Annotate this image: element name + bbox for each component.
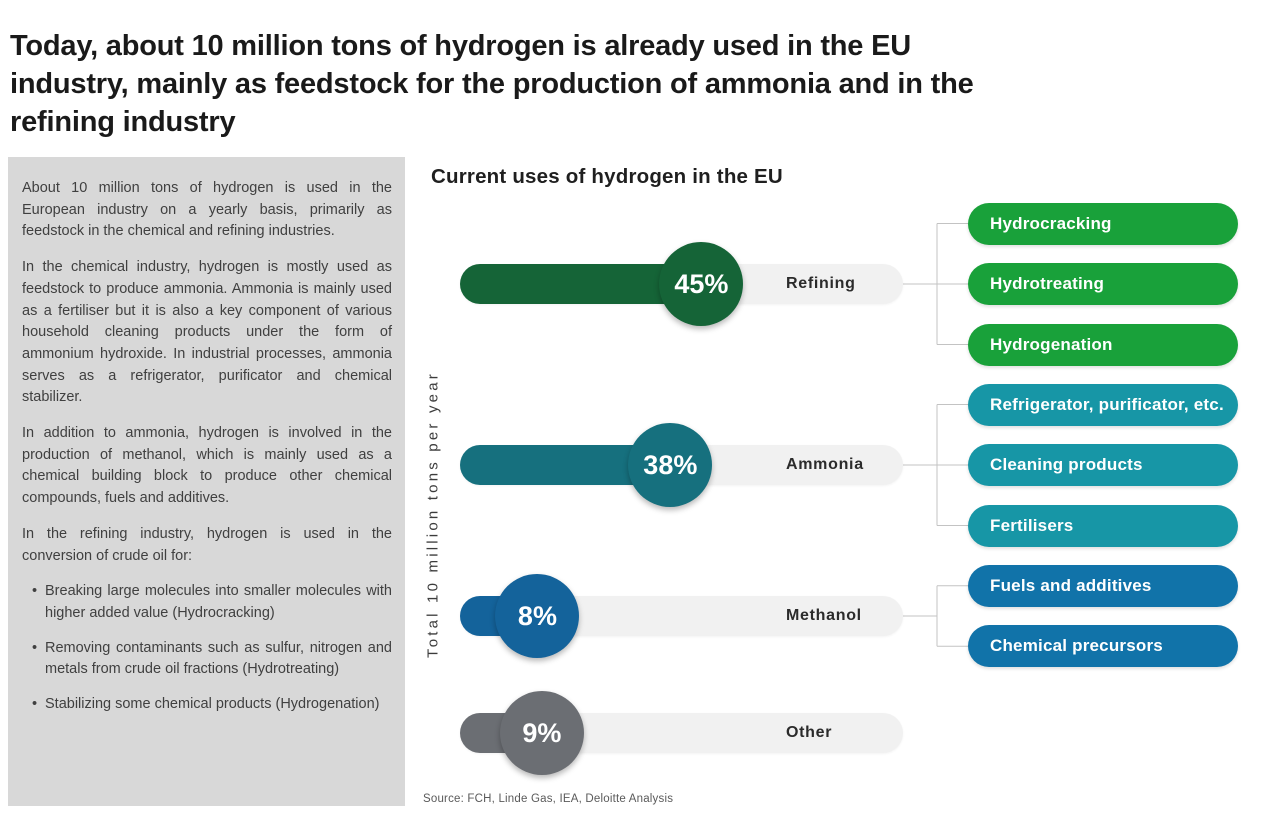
sub-use-box: Hydrotreating bbox=[968, 263, 1238, 305]
sidebar-paragraph-1: About 10 million tons of hydrogen is use… bbox=[22, 180, 392, 240]
value-circle-refining: 45% bbox=[659, 242, 744, 326]
page-title-line-1: Today, about 10 million tons of hydrogen… bbox=[10, 30, 911, 63]
category-label-ammonia: Ammonia bbox=[786, 456, 864, 473]
category-label-other: Other bbox=[786, 724, 833, 741]
sub-use-box: Cleaning products bbox=[968, 444, 1238, 486]
value-circle-methanol: 8% bbox=[495, 574, 580, 658]
sidebar-panel: About 10 million tons of hydrogen is use… bbox=[8, 157, 405, 806]
sidebar-bullet-1: Breaking large molecules into smaller mo… bbox=[32, 581, 392, 624]
source-note: Source: FCH, Linde Gas, IEA, Deloitte An… bbox=[423, 793, 674, 805]
chart-title: Current uses of hydrogen in the EU bbox=[431, 165, 783, 188]
sidebar-paragraph-2: In the chemical industry, hydrogen is mo… bbox=[22, 259, 392, 406]
page-title-line-2: industry, mainly as feedstock for the pr… bbox=[10, 68, 974, 101]
sidebar-paragraph-4: In the refining industry, hydrogen is us… bbox=[22, 525, 392, 564]
sidebar-bullet-list: Breaking large molecules into smaller mo… bbox=[22, 581, 392, 716]
sidebar-bullet-2: Removing contaminants such as sulfur, ni… bbox=[32, 638, 392, 681]
category-label-methanol: Methanol bbox=[786, 607, 862, 624]
chart-area: Current uses of hydrogen in the EU Total… bbox=[410, 155, 1264, 813]
sidebar-bullet-3: Stabilizing some chemical products (Hydr… bbox=[32, 694, 392, 716]
sub-use-box: Chemical precursors bbox=[968, 625, 1238, 668]
sub-use-box: Fertilisers bbox=[968, 504, 1238, 547]
page-title: Today, about 10 million tons of hydrogen… bbox=[10, 27, 1240, 141]
value-circle-other: 9% bbox=[499, 691, 584, 775]
sidebar-paragraph-3: In addition to ammonia, hydrogen is invo… bbox=[22, 425, 392, 507]
sub-use-box: Hydrogenation bbox=[968, 323, 1238, 366]
sub-use-box: Hydrocracking bbox=[968, 202, 1238, 245]
page-title-line-3: refining industry bbox=[10, 106, 236, 139]
y-axis-label: Total 10 million tons per year bbox=[424, 371, 442, 659]
sub-use-box: Refrigerator, purificator, etc. bbox=[968, 383, 1238, 426]
sub-use-box: Fuels and additives bbox=[968, 564, 1238, 607]
value-circle-ammonia: 38% bbox=[628, 423, 713, 507]
category-label-refining: Refining bbox=[786, 275, 856, 292]
